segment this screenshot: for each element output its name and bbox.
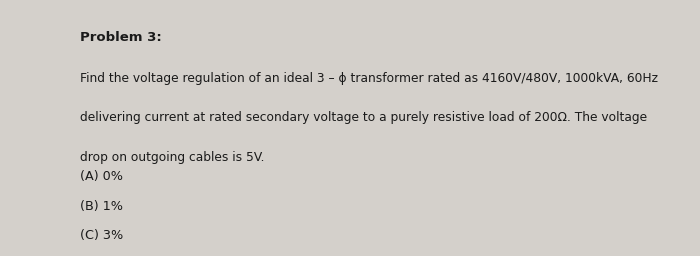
Text: (B) 1%: (B) 1% (80, 200, 123, 213)
Text: (C) 3%: (C) 3% (80, 229, 124, 242)
Text: drop on outgoing cables is 5V.: drop on outgoing cables is 5V. (80, 151, 265, 164)
Text: (A) 0%: (A) 0% (80, 170, 123, 183)
Text: Find the voltage regulation of an ideal 3 – ϕ transformer rated as 4160V/480V, 1: Find the voltage regulation of an ideal … (80, 72, 659, 85)
Text: Problem 3:: Problem 3: (80, 31, 162, 44)
Text: delivering current at rated secondary voltage to a purely resistive load of 200Ω: delivering current at rated secondary vo… (80, 111, 648, 124)
